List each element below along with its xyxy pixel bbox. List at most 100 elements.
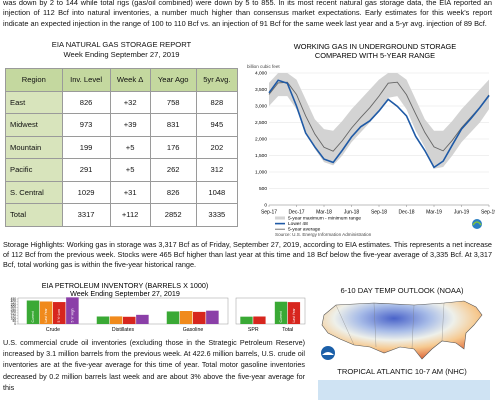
table-cell: 291 [61,158,111,182]
bar [253,316,266,324]
noaa-logo [321,346,335,360]
x-tick-label: Distillates [112,327,135,333]
x-tick-label: Dec-17 [288,209,304,215]
y-tick-label: 3,000 [255,103,267,109]
temp-outlook-map [321,300,483,360]
x-tick-label: Crude [46,327,60,333]
source-note: Source: U.S. Energy Information Administ… [275,232,372,237]
y-tick-label: 1,500 [255,153,267,159]
logo-wave [322,352,334,355]
series-line [268,81,490,152]
y-tick-label: 500 [259,186,267,192]
y-tick-label: 250 [11,308,17,312]
bar [26,300,40,324]
x-tick-label: Jun-18 [344,209,360,215]
table-cell: 312 [195,158,239,182]
table-cell: 1029 [61,180,111,204]
header-cell: 5yr Avg. [195,68,239,92]
bar [179,311,193,324]
y-tick-label: 100 [11,316,17,320]
chart-title: EIA PETROLEUM INVENTORY (BARRELS X 1000) [42,281,209,290]
table-cell: 1048 [195,180,239,204]
x-tick-label: Gasoline [183,327,204,333]
y-tick-label: 0 [264,202,267,208]
chart-subtitle: COMPARED WITH 5-YEAR RANGE [315,51,435,60]
bar [166,311,180,324]
x-tick-label: Mar-19 [426,209,442,215]
x-tick-label: Total [282,327,293,333]
table-subtitle: Week Ending September 27, 2019 [63,49,180,59]
us-map [321,300,483,360]
petroleum-text: U.S. commercial crude oil inventories (e… [3,338,305,392]
x-tick-label: Sep-18 [371,209,387,215]
table-cell: 826 [61,90,111,114]
bar-label: 5 Yr Low [57,309,61,323]
y-tick-label: 50 [12,319,16,323]
table-title: EIA NATURAL GAS STORAGE REPORT [51,40,192,49]
storage-table: Region Inv. Level Week Δ Year Ago 5yr Avg. Ea… [5,68,239,227]
header-cell: Region [5,68,63,92]
bar-label: Current [279,311,283,322]
logo-arc [472,221,482,226]
header-cell: Inv. Level [61,68,111,92]
table-cell: East [5,90,63,114]
bar [109,316,123,324]
bar [66,297,79,324]
header-cell: Year Ago [149,68,197,92]
y-tick-label: 450 [11,297,17,301]
petroleum-chart: EIA PETROLEUM INVENTORY (BARRELS X 1000)… [11,281,306,333]
y-tick-label: 1,000 [255,169,267,175]
bar [53,302,66,324]
table-row: Total 3317 +112 2852 3335 [5,203,239,227]
y-axis-label: billion cubic feet [247,64,280,69]
temp-outlook-title: 6-10 DAY TEMP OUTLOOK (NOAA) [340,286,464,295]
chart-subtitle: Week Ending September 27, 2019 [70,289,180,298]
table-cell: 3317 [61,203,111,227]
header-row: Region Inv. Level Week Δ Year Ago 5yr Avg. [5,68,239,92]
panel-frame [235,297,306,325]
table-cell: 826 [149,180,197,204]
x-tick-label: Jun-19 [454,209,470,215]
intro-text: was down by 2 to 144 while total rigs (g… [3,0,492,28]
table-cell: +31 [109,180,151,204]
eia-logo [472,219,482,229]
table-row: Mountain 199 +5 176 202 [5,135,239,159]
bar [39,301,53,324]
table-cell: S. Central [5,180,63,204]
table-cell: Pacific [5,158,63,182]
table-cell: 176 [149,135,197,159]
table-row: Pacific 291 +5 262 312 [5,158,239,182]
logo-circle [472,219,482,229]
bar-label: Last Year [292,307,296,322]
highlights-text: Storage Highlights: Working gas in stora… [3,240,492,270]
range-band [269,73,489,169]
x-tick-label: Sep-17 [261,209,277,215]
table-cell: 2852 [149,203,197,227]
table-row: East 826 +32 758 828 [5,90,239,114]
legend-label: 5-year maximum - minimum range [288,215,361,221]
tropical-map [318,380,490,400]
bar [123,316,136,324]
state-lines [335,302,445,350]
table-cell: +5 [109,135,151,159]
bar [136,314,149,324]
x-tick-label: SPR [248,327,259,333]
legend-label: 5-year average [288,226,321,232]
table-title-block: EIA NATURAL GAS STORAGE REPORT Week Endi… [5,40,238,59]
table-cell: 973 [61,113,111,137]
y-tick-label: 3,500 [255,87,267,93]
table-cell: 831 [149,113,197,137]
table-row: S. Central 1029 +31 826 1048 [5,180,239,204]
bar-label: Current [31,311,35,322]
storage-chart: WORKING GAS IN UNDERGROUND STORAGE COMPA… [247,42,495,237]
table-cell: +112 [109,203,151,227]
table-cell: Mountain [5,135,63,159]
bar [193,311,206,324]
y-tick-label: 400 [11,300,17,304]
bar [206,310,219,324]
table-cell: 199 [61,135,111,159]
x-tick-label: Dec-18 [398,209,414,215]
table-cell: 3335 [195,203,239,227]
table-cell: +39 [109,113,151,137]
y-tick-label: 2,000 [255,136,267,142]
